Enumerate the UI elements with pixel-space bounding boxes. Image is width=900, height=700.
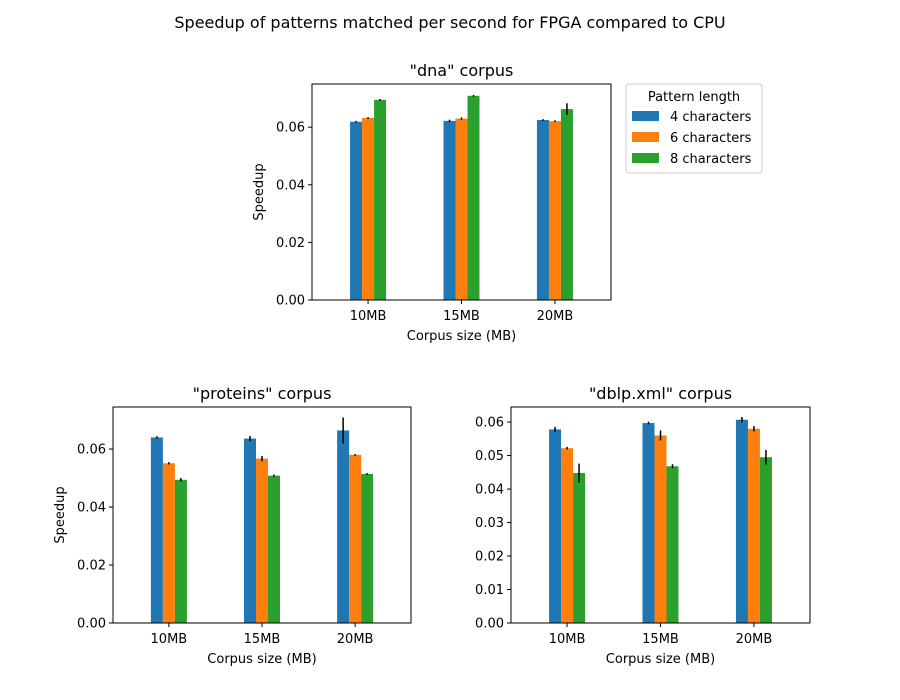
y-tick-label: 0.04	[276, 178, 305, 193]
bar-15MB-s1	[642, 423, 655, 623]
y-tick-label: 0.06	[276, 121, 305, 136]
legend-label: 4 characters	[670, 110, 752, 125]
y-axis-label: Speedup	[53, 486, 68, 543]
legend-swatch	[632, 153, 659, 163]
legend-label: 6 characters	[670, 131, 752, 146]
bar-15MB-s2	[455, 118, 468, 300]
bar-15MB-s3	[467, 95, 480, 300]
y-tick-label: 0.06	[475, 416, 504, 431]
bar-10MB-s3	[573, 472, 586, 623]
bar-15MB-s3	[268, 475, 280, 623]
bar-15MB-s3	[666, 466, 679, 623]
x-tick-label: 15MB	[443, 309, 480, 324]
chart-panel-2: 0.00 0.02 0.04 0.06 10MB 15MB 20MB "proteins" c…	[53, 384, 412, 667]
y-tick-label: 0.00	[475, 617, 504, 632]
bar-20MB-s2	[747, 428, 760, 623]
y-tick-label: 0.02	[276, 236, 305, 251]
bar-20MB-s3	[560, 109, 573, 300]
x-axis-label: Corpus size (MB)	[407, 329, 516, 344]
chart-panel-3: 0.00 0.01 0.02 0.03 0.04 0.05 0.06 10MB 15MB 20MB…	[475, 384, 811, 667]
chart-title: "dblp.xml" corpus	[589, 384, 732, 403]
bar-10MB-s3	[174, 479, 187, 623]
bar-15MB-s1	[443, 120, 456, 300]
x-tick-label: 10MB	[350, 309, 387, 324]
y-tick-label: 0.02	[475, 550, 504, 565]
y-tick-label: 0.00	[77, 617, 106, 632]
y-tick-label: 0.04	[77, 501, 106, 516]
legend-box	[625, 83, 763, 174]
bar-20MB-s1	[735, 419, 748, 623]
y-tick-label: 0.03	[475, 516, 504, 531]
bar-10MB-s2	[362, 117, 375, 300]
x-tick-label: 15MB	[244, 632, 281, 647]
bar-20MB-s3	[759, 457, 772, 623]
figure-title: Speedup of patterns matched per second f…	[174, 13, 725, 32]
y-tick-label: 0.01	[475, 583, 504, 598]
x-tick-label: 20MB	[736, 632, 773, 647]
bar-10MB-s2	[162, 463, 175, 623]
bar-10MB-s3	[374, 99, 387, 300]
y-tick-label: 0.06	[77, 443, 106, 458]
bar-20MB-s2	[349, 454, 362, 623]
bar-20MB-s2	[548, 121, 561, 301]
bar-10MB-s1	[150, 437, 163, 623]
x-tick-label: 10MB	[549, 632, 586, 647]
legend-swatch	[632, 132, 659, 142]
chart-title: "proteins" corpus	[193, 384, 332, 403]
x-tick-label: 10MB	[151, 632, 188, 647]
bar-10MB-s2	[561, 448, 574, 623]
legend: Pattern length 4 characters 6 characters 8 …	[625, 83, 763, 174]
x-axis-label: Corpus size (MB)	[207, 652, 316, 667]
y-tick-label: 0.04	[475, 483, 504, 498]
chart-panel-1: 0.00 0.02 0.04 0.06 10MB 15MB 20MB "dna" corpus…	[252, 61, 612, 344]
y-tick-label: 0.02	[77, 559, 106, 574]
chart-title: "dna" corpus	[410, 61, 514, 80]
y-axis-label: Speedup	[252, 163, 267, 220]
bar-20MB-s3	[361, 473, 374, 623]
x-axis-label: Corpus size (MB)	[606, 652, 715, 667]
x-tick-label: 15MB	[642, 632, 679, 647]
bar-15MB-s2	[654, 435, 667, 623]
x-tick-label: 20MB	[537, 309, 574, 324]
chart-panels: 0.00 0.02 0.04 0.06 10MB 15MB 20MB "dna" corpus…	[53, 61, 811, 667]
legend-title: Pattern length	[648, 90, 740, 105]
legend-label: 8 characters	[670, 152, 752, 167]
legend-swatch	[632, 111, 659, 121]
bar-20MB-s1	[337, 430, 350, 623]
bar-15MB-s2	[256, 458, 268, 623]
bar-15MB-s1	[244, 438, 256, 623]
bar-10MB-s1	[549, 429, 562, 623]
y-tick-label: 0.00	[276, 294, 305, 309]
bar-20MB-s1	[536, 120, 549, 300]
bar-10MB-s1	[350, 121, 363, 300]
x-tick-label: 20MB	[337, 632, 374, 647]
y-tick-label: 0.05	[475, 449, 504, 464]
